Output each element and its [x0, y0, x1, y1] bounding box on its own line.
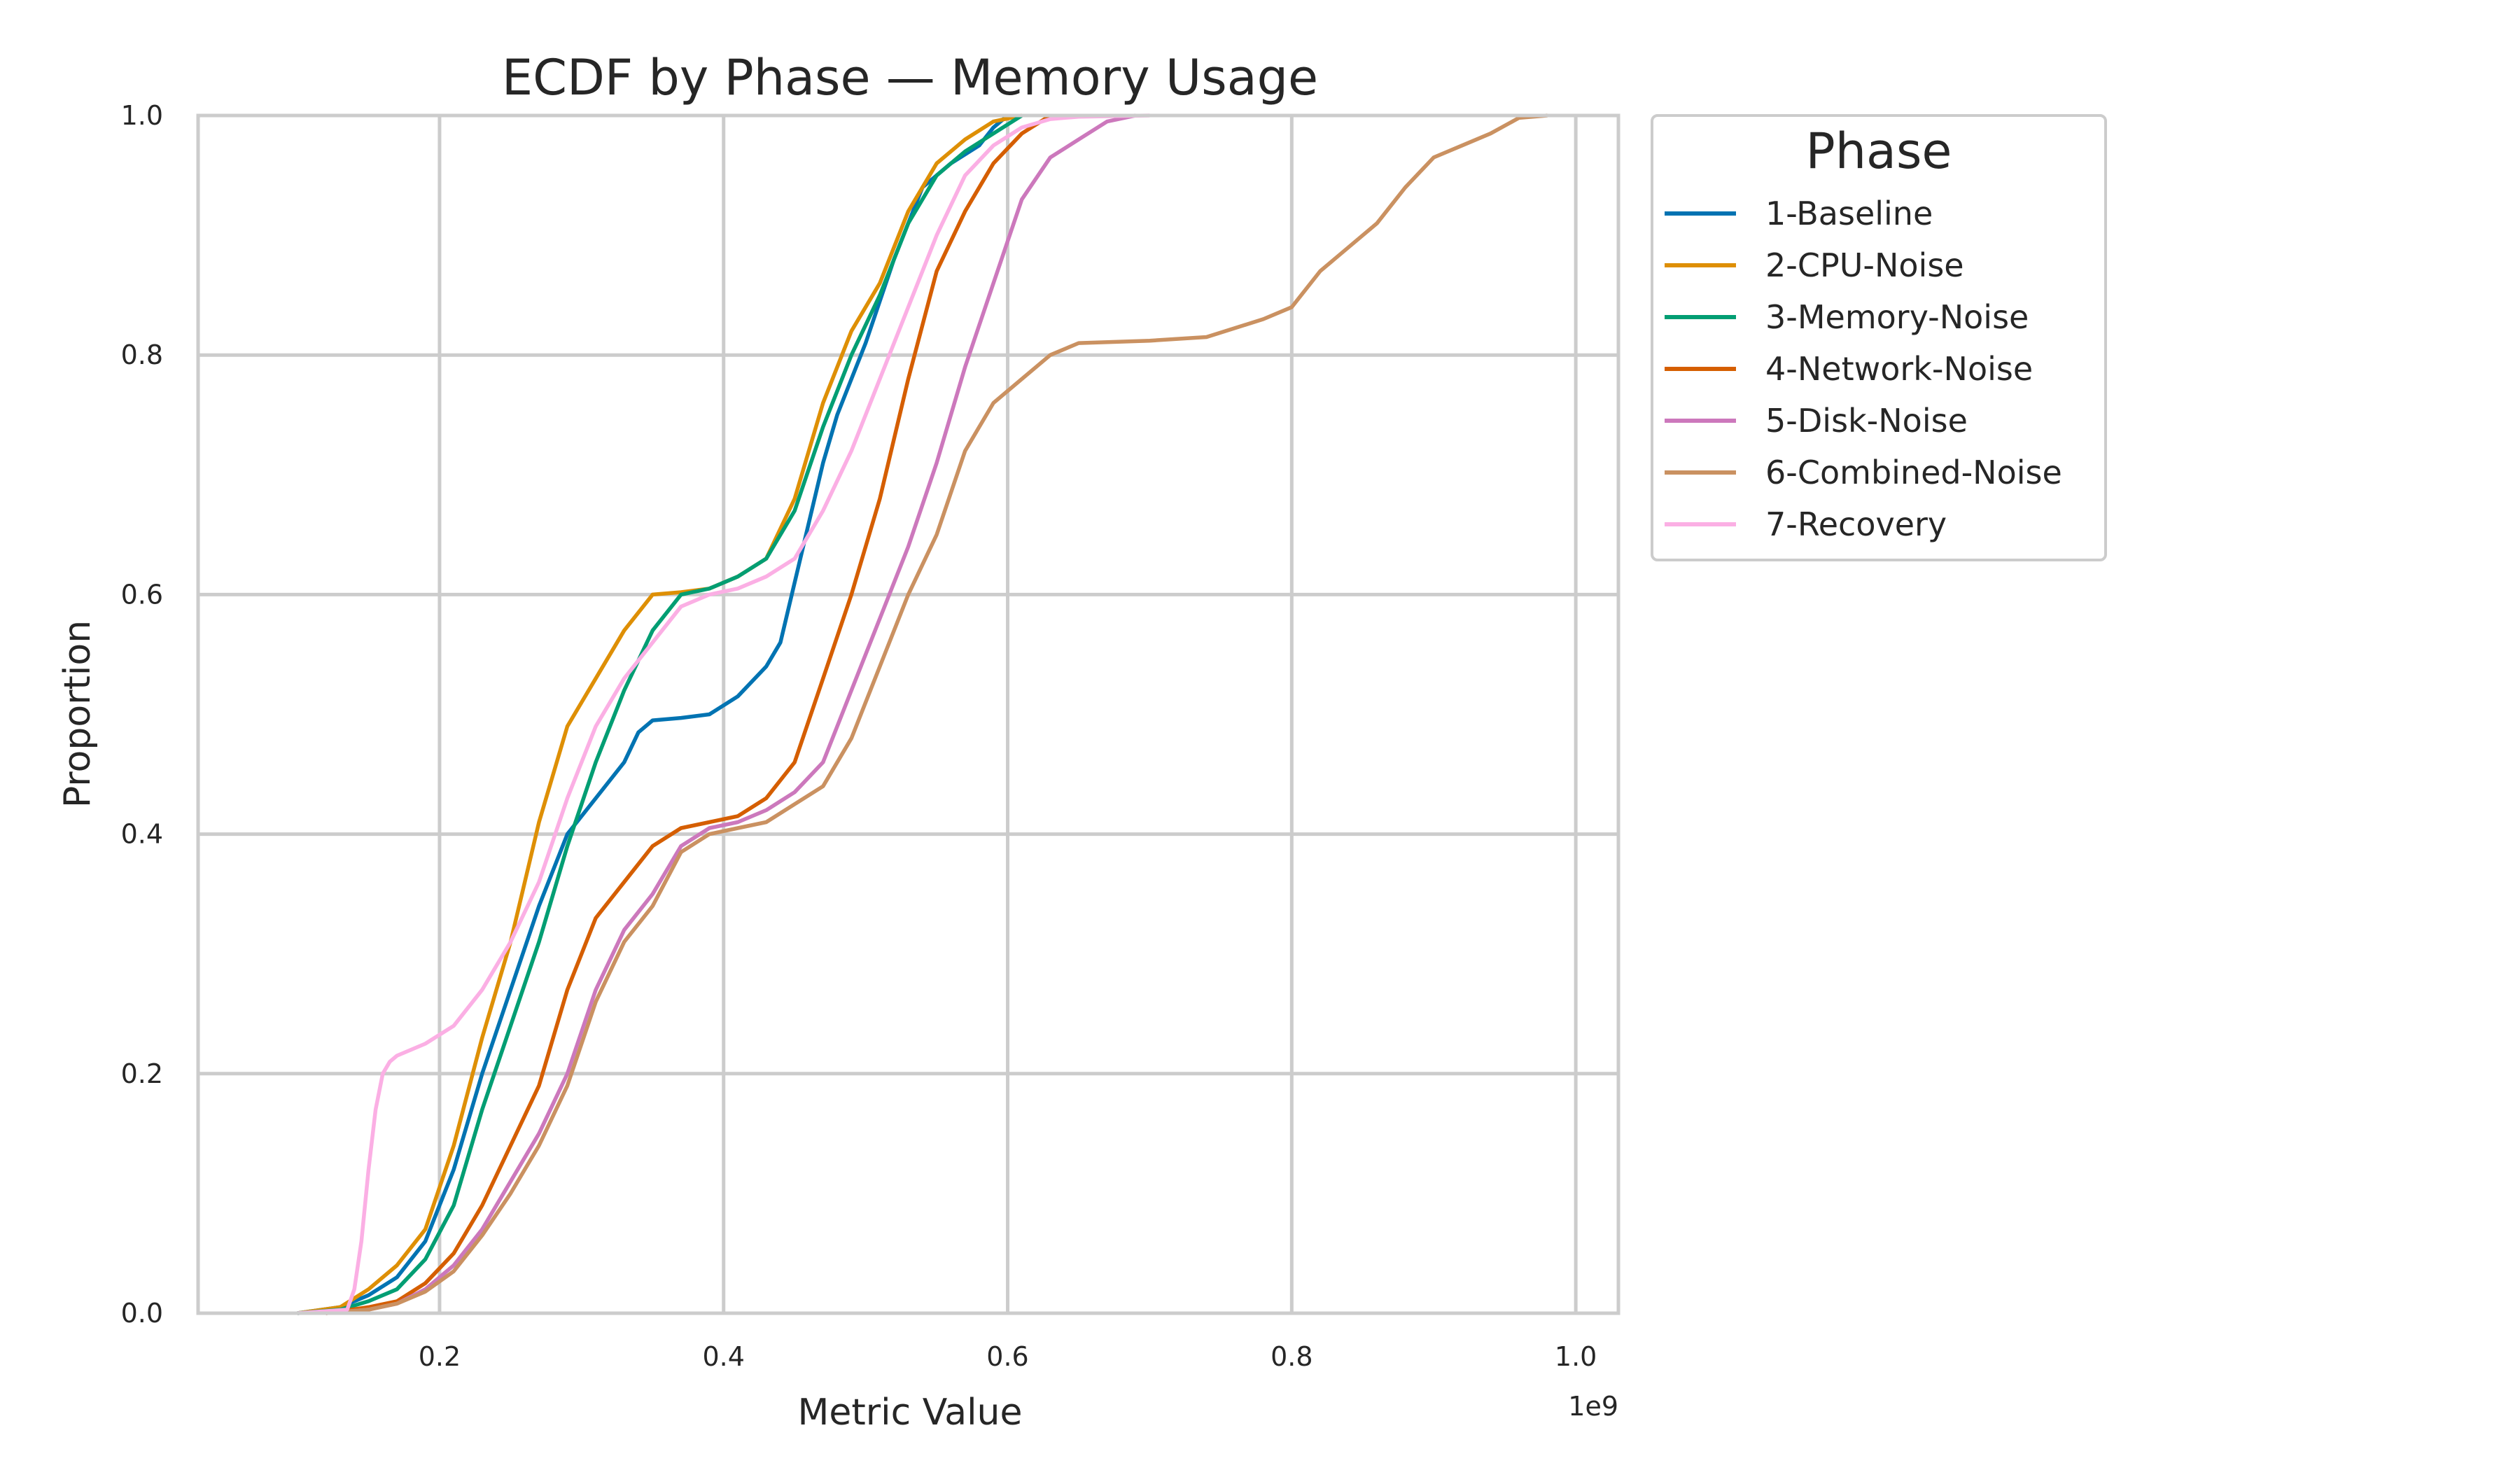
- legend-label: 3-Memory-Noise: [1765, 298, 2029, 336]
- legend-title: Phase: [1805, 122, 1952, 180]
- plot-frame: [196, 113, 1620, 1315]
- x-axis-label: Metric Value: [798, 1392, 1023, 1434]
- x-axis-offset-text: 1e9: [1568, 1391, 1618, 1422]
- x-tick-label: 0.4: [703, 1341, 745, 1372]
- chart-title: ECDF by Phase — Memory Usage: [502, 49, 1318, 106]
- series-line-7: [297, 113, 1150, 1315]
- legend-label: 6-Combined-Noise: [1765, 454, 2062, 491]
- series-line-6: [326, 113, 1548, 1315]
- y-tick-label: 0.2: [121, 1058, 163, 1089]
- y-axis-label: Proportion: [57, 620, 99, 808]
- legend: Phase 1-Baseline 2-CPU-Noise 3-Memory-Nois…: [1651, 114, 2107, 561]
- series-line-2: [297, 113, 1023, 1315]
- series-line-3: [297, 113, 1023, 1315]
- legend-label: 4-Network-Noise: [1765, 350, 2033, 388]
- x-tick-label: 1.0: [1555, 1341, 1597, 1372]
- y-tick-label: 0.0: [121, 1298, 163, 1329]
- y-tick-label: 0.4: [121, 819, 163, 850]
- y-tick-label: 0.6: [121, 579, 163, 610]
- x-tick-label: 0.2: [419, 1341, 461, 1372]
- series-lines: [297, 113, 1548, 1315]
- legend-items: 1-Baseline 2-CPU-Noise 3-Memory-Noise 4-Net…: [1665, 195, 2062, 543]
- legend-label: 2-CPU-Noise: [1765, 246, 1964, 284]
- legend-label: 7-Recovery: [1765, 505, 1947, 543]
- series-line-4: [326, 113, 1051, 1315]
- y-tick-label: 1.0: [121, 100, 163, 131]
- x-tick-label: 0.6: [986, 1341, 1028, 1372]
- y-tick-label: 0.8: [121, 340, 163, 370]
- legend-label: 5-Disk-Noise: [1765, 402, 1968, 440]
- series-line-5: [326, 113, 1136, 1315]
- x-tick-label: 0.8: [1270, 1341, 1312, 1372]
- legend-label: 1-Baseline: [1765, 195, 1933, 232]
- y-tick-labels: 0.0 0.2 0.4 0.6 0.8 1.0: [121, 100, 163, 1329]
- legend-box: [1651, 114, 2107, 561]
- x-tick-labels: 0.2 0.4 0.6 0.8 1.0: [419, 1341, 1597, 1372]
